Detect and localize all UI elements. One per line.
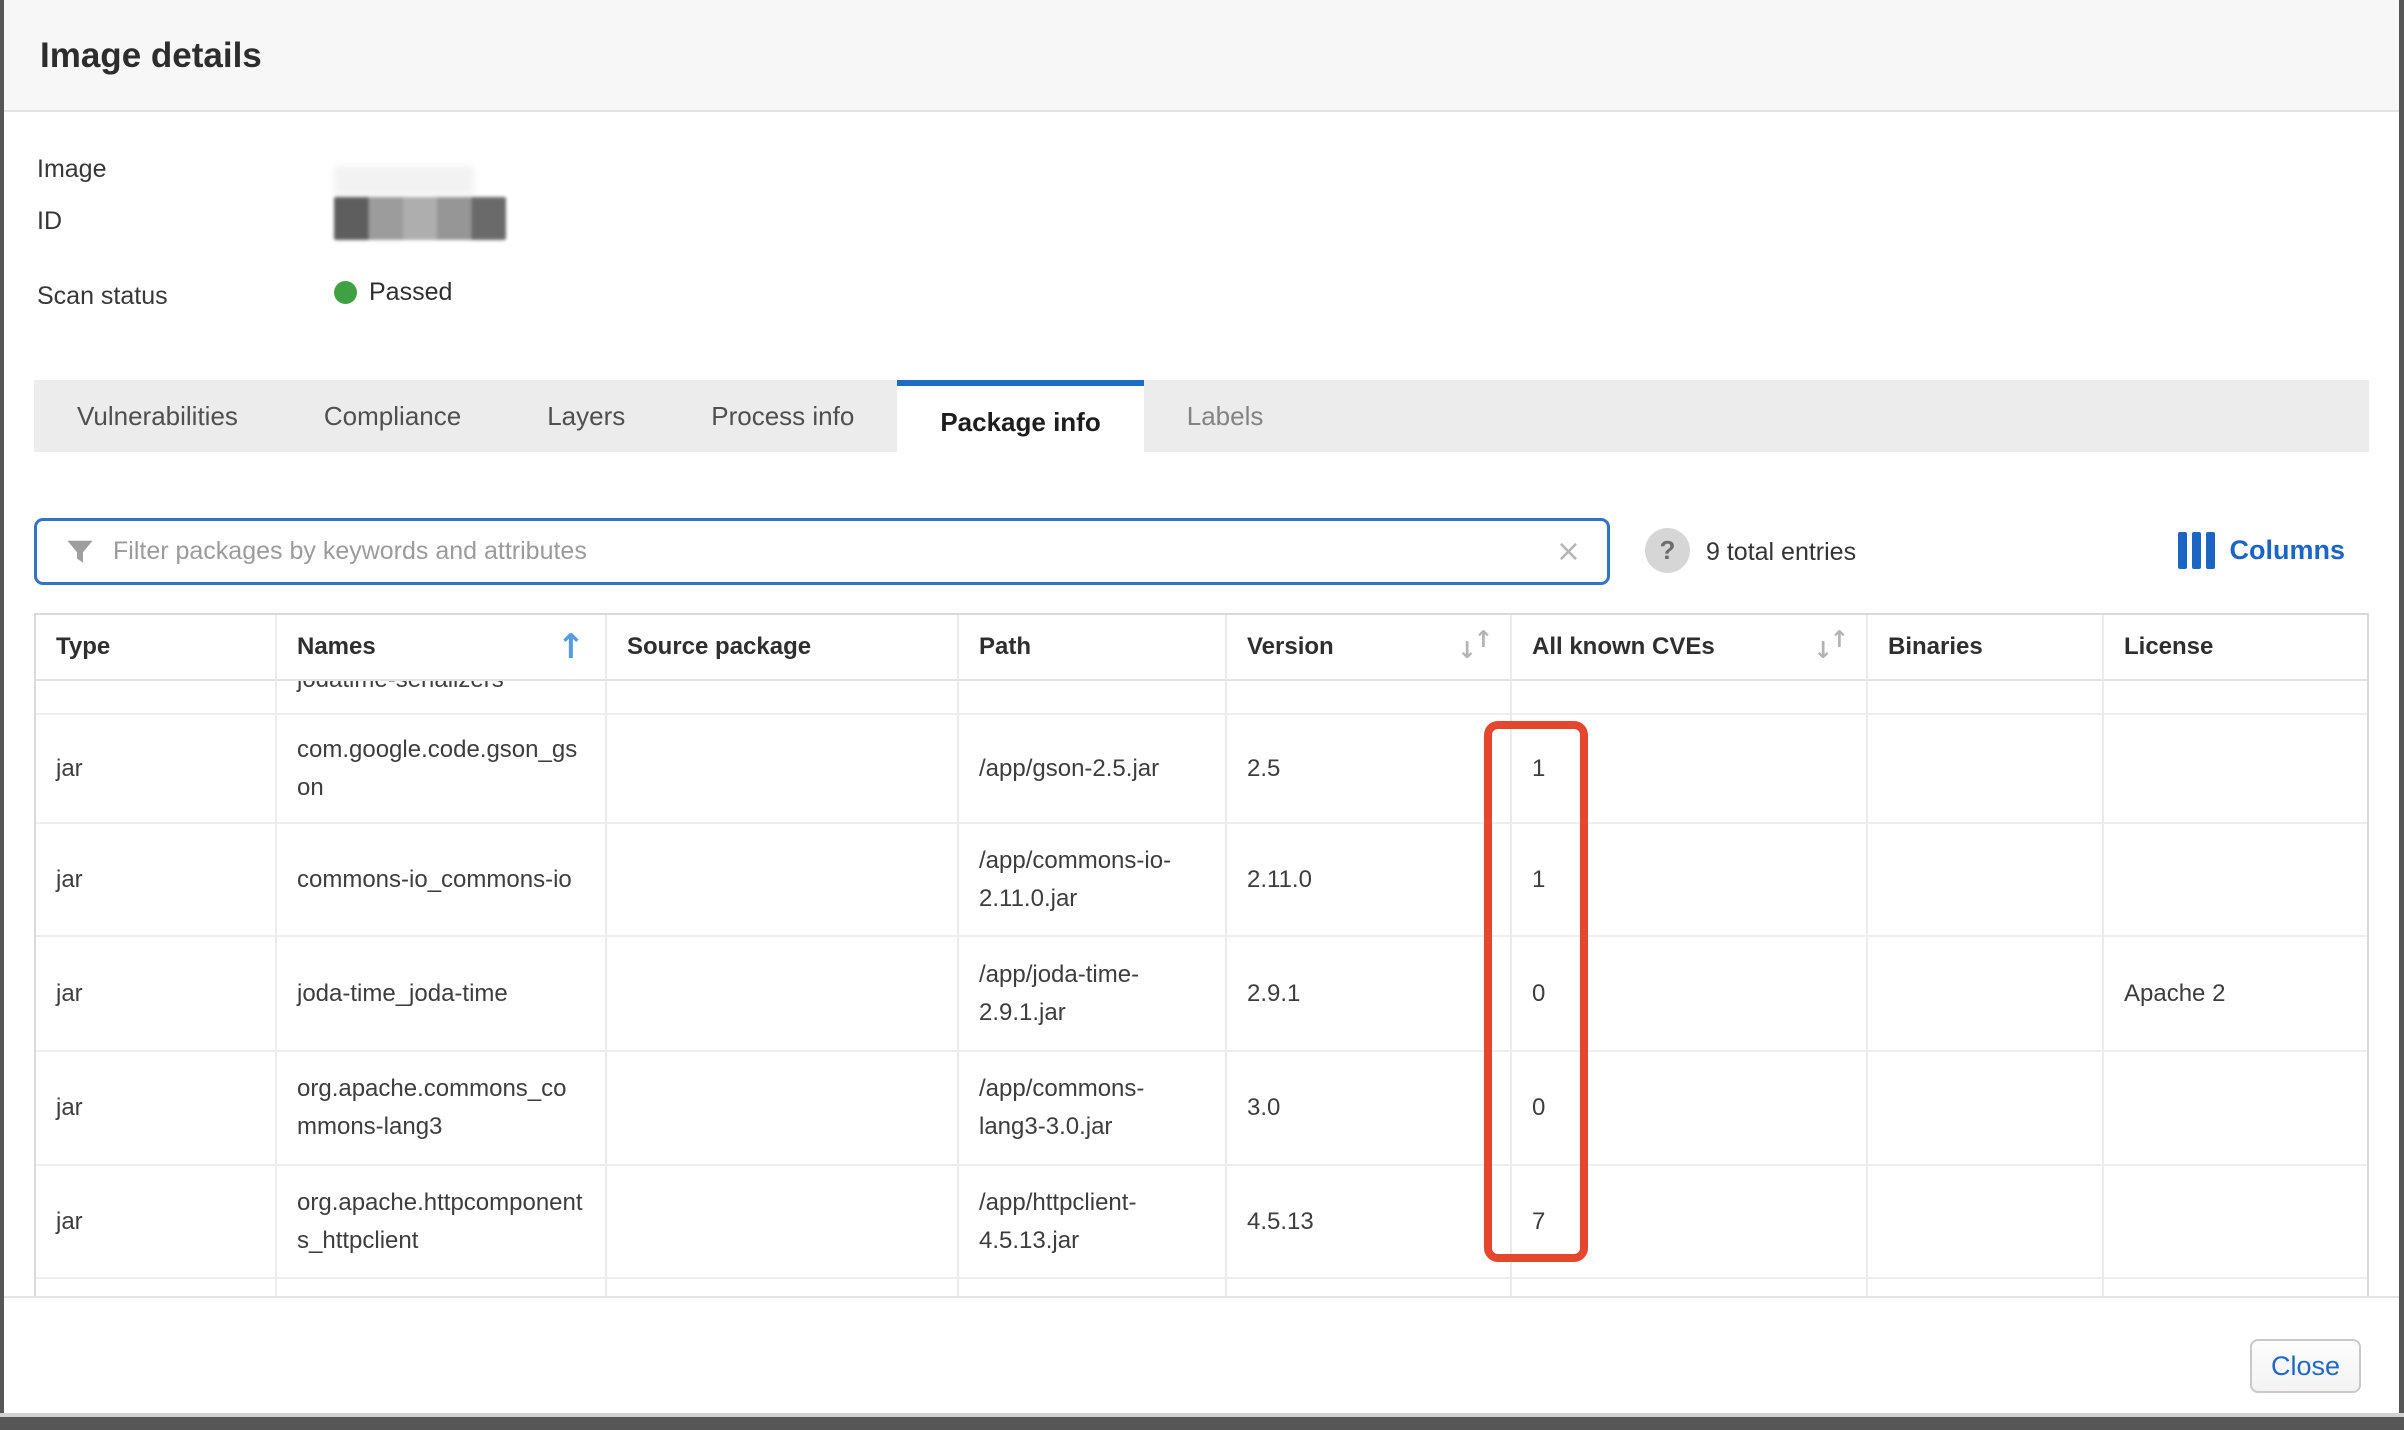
cell-type: jar: [36, 1052, 277, 1166]
cell-cves: 1: [1512, 824, 1868, 937]
cell-source-package: [607, 715, 959, 824]
scan-status-label: Scan status: [37, 282, 168, 310]
table-row-stub: [36, 1279, 2367, 1298]
cell-cves: 0: [1512, 1052, 1868, 1166]
column-header-version[interactable]: Version ↓↑: [1227, 615, 1512, 681]
tab-vulnerabilities[interactable]: Vulnerabilities: [77, 400, 238, 431]
cell-type: jar: [36, 824, 277, 937]
scan-status-value: Passed: [334, 278, 452, 307]
total-entries: 9 total entries: [1706, 538, 1857, 566]
close-button[interactable]: Close: [2250, 1339, 2361, 1393]
packages-table: Type Names ↑ Source package Path Version ↓…: [34, 613, 2369, 1298]
column-header-path[interactable]: Path: [959, 615, 1227, 681]
window-edge-left: [0, 0, 4, 1430]
tab-bar: Vulnerabilities Compliance Layers Proces…: [34, 380, 2369, 458]
table-row: jar joda-time_joda-time /app/joda-time-2…: [36, 937, 2367, 1052]
status-dot-icon: [334, 281, 357, 304]
table-row: jar org.apache.commons_commons-lang3 /ap…: [36, 1052, 2367, 1166]
cell-path: /app/commons-io-2.11.0.jar: [959, 824, 1227, 937]
cell-version: 2.11.0: [1227, 824, 1512, 937]
filter-box: ×: [34, 518, 1610, 585]
clear-filter-icon[interactable]: ×: [1555, 533, 1581, 569]
cell-source-package: [607, 1166, 959, 1279]
cell-source-package: [607, 1052, 959, 1166]
table-row-clipped: jodatime-serializers: [36, 681, 2367, 715]
cell-cves: 0: [1512, 937, 1868, 1052]
redacted-image-name: [334, 166, 474, 196]
table-row: jar commons-io_commons-io /app/commons-i…: [36, 824, 2367, 937]
image-id-label-line2: ID: [37, 207, 62, 235]
cell-license: Apache 2: [2104, 937, 2367, 1052]
cell-license: [2104, 715, 2367, 824]
cell-binaries: [1868, 1052, 2104, 1166]
redacted-image-id: [334, 197, 506, 240]
cell-source-package: [607, 824, 959, 937]
filter-funnel-icon: [67, 540, 93, 563]
tab-labels[interactable]: Labels: [1186, 400, 1264, 431]
cell-names: commons-io_commons-io: [277, 824, 607, 937]
cell-names: com.google.code.gson_gson: [277, 715, 607, 824]
cell-source-package: [607, 937, 959, 1052]
cell-path: /app/httpclient-4.5.13.jar: [959, 1166, 1227, 1279]
column-header-license[interactable]: License: [2104, 615, 2367, 681]
status-text: Passed: [369, 278, 453, 306]
cell-type: jar: [36, 937, 277, 1052]
tab-layers[interactable]: Layers: [547, 400, 626, 431]
cell-version: 4.5.13: [1227, 1166, 1512, 1279]
cell-binaries: [1868, 1166, 2104, 1279]
window-edge-bottom: [0, 1417, 2404, 1430]
window-edge-right: [2399, 0, 2404, 1430]
column-header-all-known-cves[interactable]: All known CVEs ↓↑: [1512, 615, 1868, 681]
modal-title: Image details: [40, 36, 262, 75]
columns-label: Columns: [2229, 535, 2345, 565]
cell-binaries: [1868, 937, 2104, 1052]
window-edge-bottom-light: [0, 1413, 2404, 1417]
cell-type: jar: [36, 1166, 277, 1279]
tab-compliance[interactable]: Compliance: [323, 400, 462, 431]
help-icon[interactable]: ?: [1645, 528, 1690, 573]
cell-version: 2.5: [1227, 715, 1512, 824]
table-row: jar org.apache.httpcomponents_httpclient…: [36, 1166, 2367, 1279]
cell-names: org.apache.httpcomponents_httpclient: [277, 1166, 607, 1279]
tab-package-info[interactable]: Package info: [897, 380, 1144, 458]
cell-cves: 7: [1512, 1166, 1868, 1279]
column-header-type[interactable]: Type: [36, 615, 277, 681]
tab-process-info[interactable]: Process info: [711, 400, 855, 431]
sort-both-icon: ↓↑: [1813, 626, 1849, 664]
sort-asc-icon: ↑: [556, 627, 586, 667]
image-id-label-line1: Image: [37, 155, 107, 183]
cell-version: 2.9.1: [1227, 937, 1512, 1052]
cell-names: org.apache.commons_commons-lang3: [277, 1052, 607, 1166]
cell-path: /app/gson-2.5.jar: [959, 715, 1227, 824]
column-header-names[interactable]: Names ↑: [277, 615, 607, 681]
cell-path: /app/commons-lang3-3.0.jar: [959, 1052, 1227, 1166]
cell-path: /app/joda-time-2.9.1.jar: [959, 937, 1227, 1052]
cell-binaries: [1868, 715, 2104, 824]
modal-footer: Close: [0, 1296, 2404, 1414]
cell-type: jar: [36, 715, 277, 824]
modal-header: Image details: [0, 0, 2404, 112]
cell-cves: 1: [1512, 715, 1868, 824]
filter-input[interactable]: [95, 537, 1556, 566]
cell-license: [2104, 824, 2367, 937]
columns-button[interactable]: Columns: [2178, 532, 2345, 569]
cell-binaries: [1868, 824, 2104, 937]
cell-license: [2104, 1052, 2367, 1166]
cell-names: joda-time_joda-time: [277, 937, 607, 1052]
table-header-row: Type Names ↑ Source package Path Version ↓…: [36, 615, 2367, 681]
table-row: jar com.google.code.gson_gson /app/gson-…: [36, 715, 2367, 824]
sort-both-icon: ↓↑: [1457, 626, 1493, 664]
cell-license: [2104, 1166, 2367, 1279]
columns-icon: [2178, 532, 2216, 569]
column-header-source-package[interactable]: Source package: [607, 615, 959, 681]
column-header-binaries[interactable]: Binaries: [1868, 615, 2104, 681]
cell-version: 3.0: [1227, 1052, 1512, 1166]
clipped-package-name: jodatime-serializers: [297, 681, 504, 697]
